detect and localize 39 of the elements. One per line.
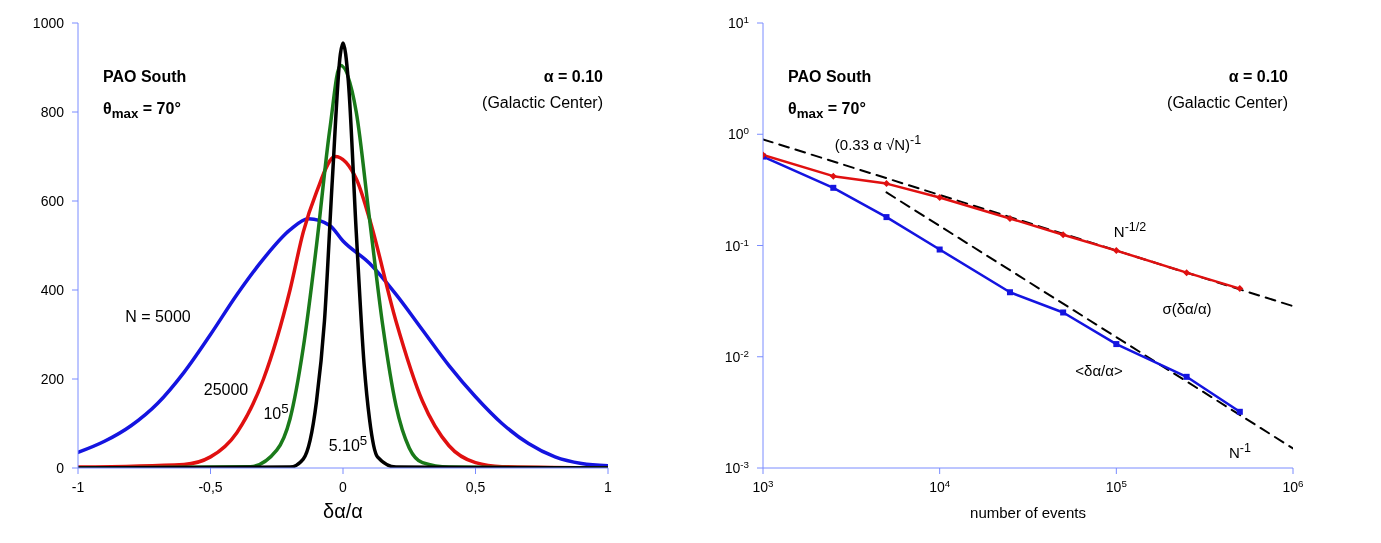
annotation: 25000 (203, 381, 249, 399)
x-tick-label: 0,5 (465, 479, 486, 495)
annotation: α = 0.10 (543, 68, 603, 86)
x-tick-label: 10$^{3}$ (752, 477, 775, 495)
y-tick-label: 600 (40, 193, 65, 209)
annotation: PAO South (103, 68, 187, 86)
annotation: PAO South (788, 68, 872, 86)
y-tick-label: 10$^{-2}$ (724, 347, 749, 365)
x-tick-label: 10$^{4}$ (929, 477, 951, 495)
y-tick-label: 10$^{-1}$ (724, 236, 749, 254)
annotation: (Galactic Center) (482, 94, 603, 112)
x-tick-label: 1 (604, 479, 613, 495)
y-tick-label: 1000 (32, 15, 65, 31)
annotation: (0.33 α √N)$^{-1}$ (834, 133, 922, 153)
annotation: 10$^{5}$ (263, 400, 289, 424)
y-tick-label: 10$^{0}$ (727, 124, 750, 143)
y-tick-label: 200 (40, 371, 65, 387)
x-tick-label: -1 (71, 479, 85, 495)
annotation: 5.10$^{5}$ (328, 432, 368, 456)
x-axis-title: number of events (970, 504, 1086, 521)
annotation: θ$_{max}$ = 70° (788, 100, 866, 122)
y-tick-label: 800 (40, 104, 65, 120)
annotation: N$^{-1/2}$ (1113, 220, 1147, 240)
y-tick-label: 400 (40, 282, 65, 298)
annotation: N = 5000 (125, 308, 191, 326)
x-axis-title: δα/α (323, 500, 363, 522)
y-tick-label: 10$^{1}$ (727, 13, 749, 31)
x-tick-label: 0 (339, 479, 348, 495)
x-tick-label: -0,5 (198, 479, 223, 495)
annotation: α = 0.10 (1228, 68, 1288, 86)
annotation: <δα/α> (1075, 361, 1123, 379)
y-tick-label: 10$^{-3}$ (724, 458, 750, 476)
y-tick-label: 0 (56, 460, 65, 476)
annotation: N$^{-1}$ (1229, 441, 1251, 461)
x-tick-label: 10$^{5}$ (1105, 477, 1128, 495)
annotation: (Galactic Center) (1167, 94, 1288, 112)
x-tick-label: 10$^{6}$ (1282, 477, 1305, 495)
annotation: σ(δα/α) (1162, 299, 1212, 317)
annotation: θ$_{max}$ = 70° (103, 100, 181, 122)
